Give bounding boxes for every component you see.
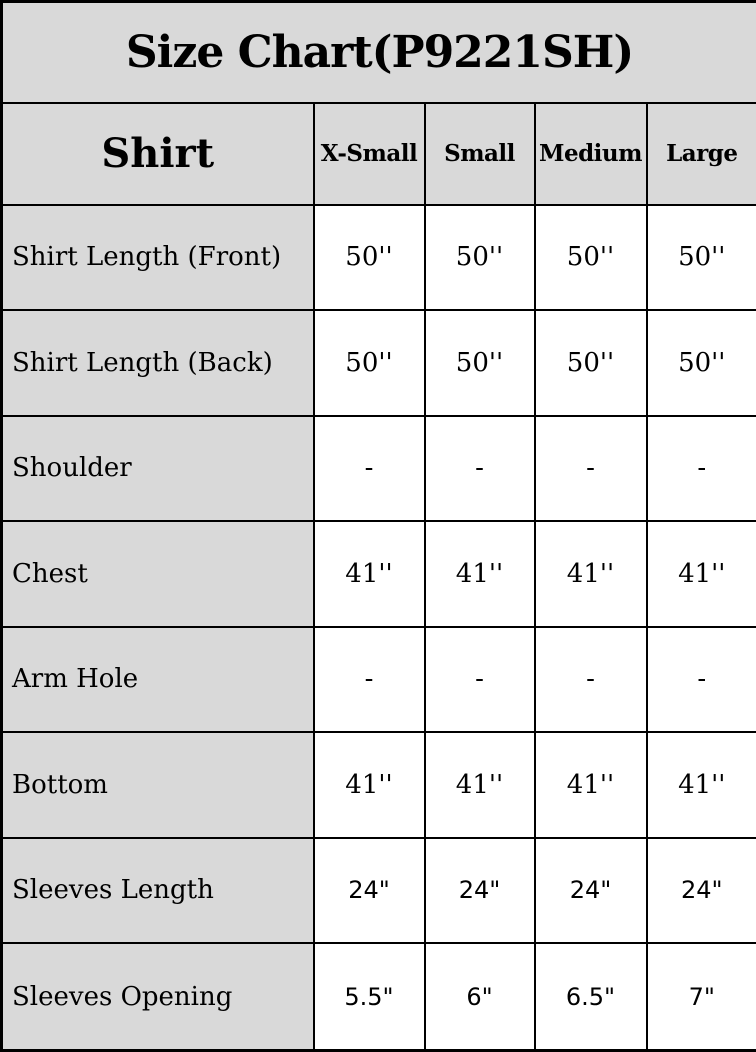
table-row-arm-hole: Arm Hole - - - - (0, 625, 756, 734)
table-row-chest: Chest 41'' 41'' 41'' 41'' (0, 520, 756, 628)
table-row-sleeves-opening: Sleeves Opening 5.5" 6" 6.5" 7" (0, 942, 756, 1052)
measurement-value: 41'' (312, 520, 426, 628)
measurement-value: 50'' (312, 203, 426, 312)
measurement-value: 6.5" (533, 942, 648, 1052)
measurement-value: - (533, 414, 648, 523)
measurement-value: - (533, 625, 648, 734)
table-row-shirt-length-back: Shirt Length (Back) 50'' 50'' 50'' 50'' (0, 309, 756, 417)
measurement-value: - (423, 414, 536, 523)
measurement-value: 41'' (645, 731, 756, 839)
measurement-value: 6" (423, 942, 536, 1052)
measurement-label: Shirt Length (Back) (0, 309, 315, 417)
measurement-value: 5.5" (312, 942, 426, 1052)
measurement-value: 50'' (645, 203, 756, 312)
measurement-value: 50'' (645, 309, 756, 417)
size-header-small: Small (423, 101, 536, 206)
size-header-large: Large (645, 101, 756, 206)
size-header-medium: Medium (533, 101, 648, 206)
measurement-value: 41'' (533, 520, 648, 628)
measurement-value: 50'' (423, 203, 536, 312)
measurement-value: - (312, 414, 426, 523)
measurement-value: 24" (312, 836, 426, 945)
product-column-header: Shirt (0, 101, 315, 206)
table-row-bottom: Bottom 41'' 41'' 41'' 41'' (0, 731, 756, 839)
measurement-label: Bottom (0, 731, 315, 839)
table-row-shoulder: Shoulder - - - - (0, 414, 756, 523)
measurement-value: 41'' (533, 731, 648, 839)
measurement-value: - (645, 414, 756, 523)
measurement-value: 41'' (312, 731, 426, 839)
measurement-value: 50'' (423, 309, 536, 417)
measurement-value: 50'' (533, 309, 648, 417)
measurement-value: 50'' (312, 309, 426, 417)
size-chart-title: Size Chart(P9221SH) (0, 0, 756, 104)
table-row-shirt-length-front: Shirt Length (Front) 50'' 50'' 50'' 50'' (0, 203, 756, 312)
measurement-label: Arm Hole (0, 625, 315, 734)
measurement-value: - (423, 625, 536, 734)
measurement-value: 50'' (533, 203, 648, 312)
size-header-xsmall: X-Small (312, 101, 426, 206)
measurement-value: - (312, 625, 426, 734)
measurement-value: 41'' (645, 520, 756, 628)
measurement-label: Shirt Length (Front) (0, 203, 315, 312)
measurement-label: Sleeves Length (0, 836, 315, 945)
measurement-value: 24" (533, 836, 648, 945)
measurement-value: 41'' (423, 731, 536, 839)
measurement-value: 24" (645, 836, 756, 945)
measurement-value: - (645, 625, 756, 734)
table-row-sleeves-length: Sleeves Length 24" 24" 24" 24" (0, 836, 756, 945)
measurement-label: Shoulder (0, 414, 315, 523)
measurement-value: 24" (423, 836, 536, 945)
title-row: Size Chart(P9221SH) (0, 0, 756, 104)
header-row: Shirt X-Small Small Medium Large (0, 101, 756, 206)
measurement-value: 7" (645, 942, 756, 1052)
measurement-value: 41'' (423, 520, 536, 628)
measurement-label: Chest (0, 520, 315, 628)
measurement-label: Sleeves Opening (0, 942, 315, 1052)
